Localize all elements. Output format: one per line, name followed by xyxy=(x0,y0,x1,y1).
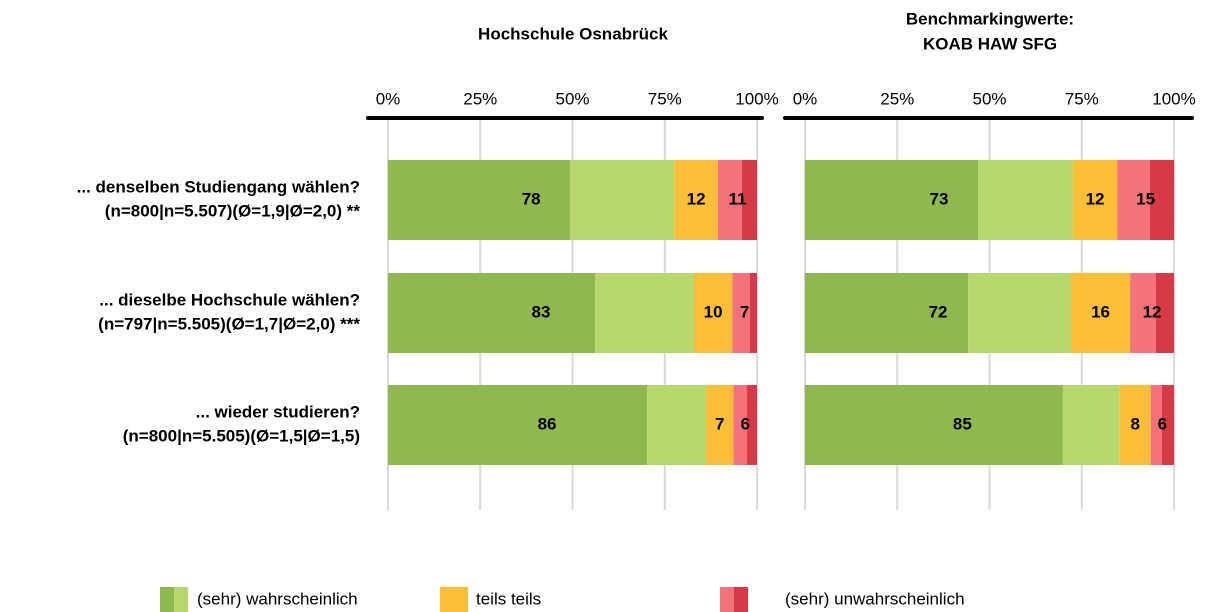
category-label: ... dieselbe Hochschule wählen? xyxy=(99,290,360,309)
data-label: 6 xyxy=(740,414,749,433)
bar-segment xyxy=(1130,273,1156,353)
bar-segment xyxy=(741,160,757,240)
bar-segment xyxy=(1161,385,1174,465)
bar-segment xyxy=(388,385,648,465)
data-label: 15 xyxy=(1136,189,1155,208)
bar-segment xyxy=(732,273,750,353)
legend-swatch xyxy=(734,587,748,612)
data-label: 16 xyxy=(1091,302,1110,321)
bar-segment xyxy=(1155,273,1174,353)
bar-segment xyxy=(733,385,748,465)
data-label: 12 xyxy=(687,189,706,208)
category-label: (n=797|n=5.505)(Ø=1,7|Ø=2,0) *** xyxy=(98,314,360,333)
bar-segment xyxy=(747,385,757,465)
x-tick-label: 75% xyxy=(648,89,682,108)
legend-swatch xyxy=(720,587,734,612)
legend-swatch xyxy=(440,587,468,612)
legend-swatch xyxy=(174,587,188,612)
legend-label: teils teils xyxy=(476,589,541,608)
bar-segment xyxy=(805,273,969,353)
bar-segment xyxy=(1150,385,1162,465)
bar-segment xyxy=(978,160,1073,240)
bar-segment xyxy=(1062,385,1120,465)
bar-segment xyxy=(706,385,734,465)
data-label: 12 xyxy=(1086,189,1105,208)
x-tick-label: 50% xyxy=(972,89,1006,108)
legend-label: (sehr) unwahrscheinlich xyxy=(785,589,965,608)
bar-segment xyxy=(805,160,979,240)
bar-segment xyxy=(1071,273,1131,353)
x-tick-label: 25% xyxy=(463,89,497,108)
bar-segment xyxy=(647,385,707,465)
x-tick-label: 100% xyxy=(735,89,778,108)
category-label: ... denselben Studiengang wählen? xyxy=(77,177,360,196)
category-label: (n=800|n=5.505)(Ø=1,5|Ø=1,5) xyxy=(123,426,360,445)
panel-title: Benchmarkingwerte: xyxy=(906,9,1074,28)
data-label: 83 xyxy=(531,302,550,321)
legend-label: (sehr) wahrscheinlich xyxy=(197,589,358,608)
data-label: 7 xyxy=(715,414,724,433)
category-label: ... wieder studieren? xyxy=(196,402,360,421)
data-label: 12 xyxy=(1143,302,1162,321)
data-label: 10 xyxy=(704,302,723,321)
panel-title: Hochschule Osnabrück xyxy=(478,24,668,43)
x-tick-label: 100% xyxy=(1152,89,1195,108)
bar-segment xyxy=(693,273,733,353)
category-label: (n=800|n=5.507)(Ø=1,9|Ø=2,0) ** xyxy=(105,201,361,220)
data-label: 73 xyxy=(929,189,948,208)
bar-segment xyxy=(388,160,570,240)
bar-segment xyxy=(674,160,718,240)
panel-title: KOAB HAW SFG xyxy=(923,34,1057,53)
data-label: 85 xyxy=(953,414,972,433)
x-tick-label: 25% xyxy=(880,89,914,108)
x-tick-label: 0% xyxy=(793,89,818,108)
bar-segment xyxy=(595,273,694,353)
data-label: 78 xyxy=(522,189,541,208)
bar-segment xyxy=(1117,160,1151,240)
bar-segment xyxy=(1119,385,1151,465)
bar-segment xyxy=(968,273,1072,353)
x-tick-label: 0% xyxy=(376,89,401,108)
bar-segment xyxy=(1072,160,1118,240)
bar-segment xyxy=(717,160,742,240)
bar-segment xyxy=(1150,160,1174,240)
data-label: 6 xyxy=(1158,414,1167,433)
bar-segment xyxy=(388,273,596,353)
bar-segment xyxy=(805,385,1063,465)
data-label: 86 xyxy=(538,414,557,433)
data-label: 7 xyxy=(740,302,749,321)
x-tick-label: 50% xyxy=(555,89,589,108)
data-label: 8 xyxy=(1131,414,1140,433)
data-label: 72 xyxy=(929,302,948,321)
bar-segment xyxy=(569,160,675,240)
x-tick-label: 75% xyxy=(1065,89,1099,108)
legend-swatch xyxy=(160,587,174,612)
bar-segment xyxy=(749,273,757,353)
data-label: 11 xyxy=(728,189,746,208)
